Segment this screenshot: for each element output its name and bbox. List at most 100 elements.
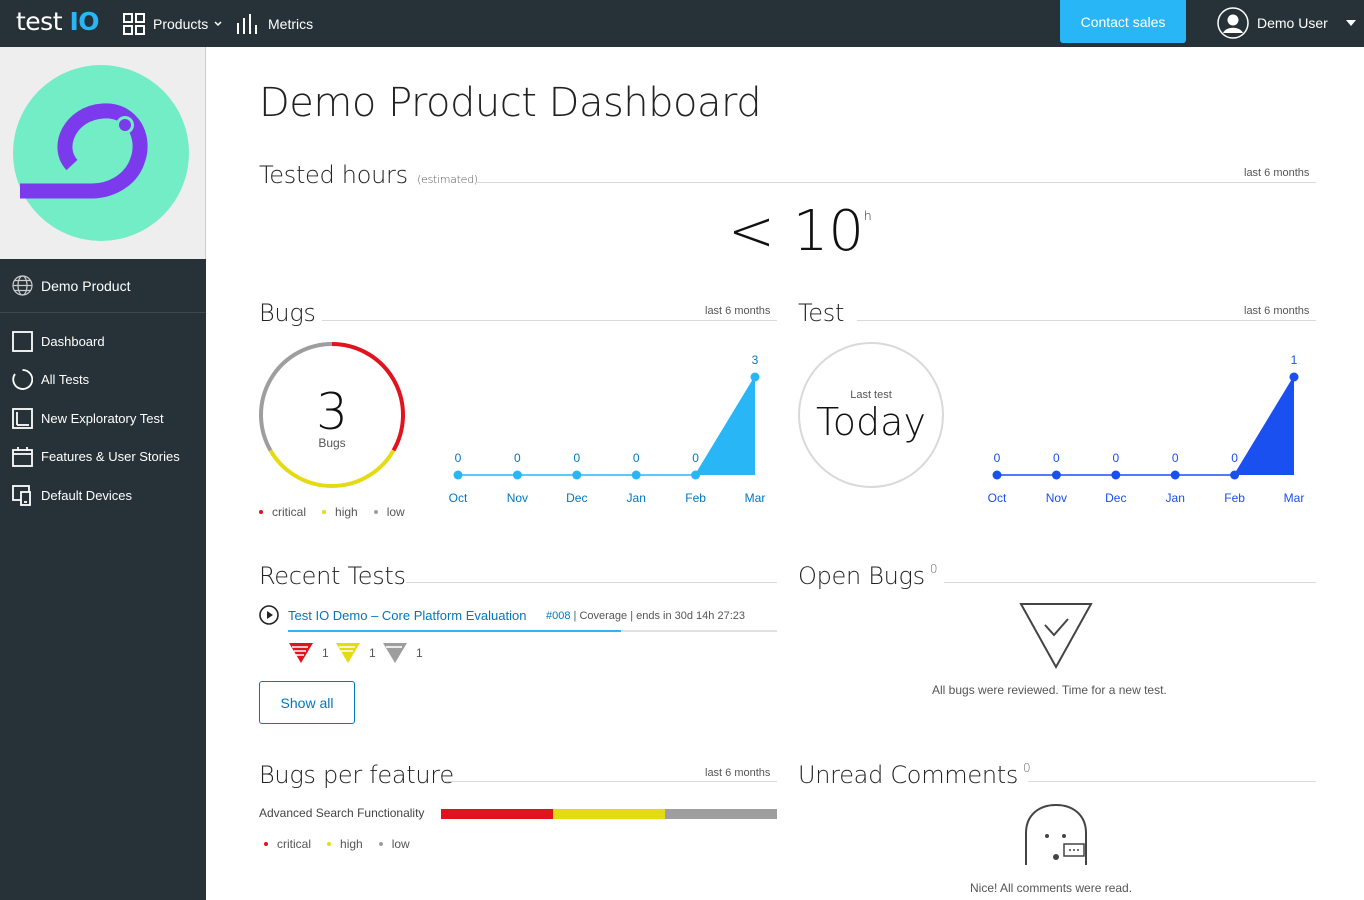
bugs-point-nov[interactable] [512,470,522,480]
main-content: Demo Product Dashboard Tested hours (est… [206,47,1364,900]
top-navbar: test IO Products Metrics Contact sales D… [0,0,1364,47]
unread-comments-title: Unread Comments 0 [798,761,1031,789]
test-tick-label: Nov [1046,491,1067,505]
sidebar-item-default-devices[interactable]: Default Devices [0,478,206,512]
severity-critical-count: 1 [288,642,329,664]
play-circle-icon[interactable] [259,605,279,625]
test-tick-label: Oct [988,491,1007,505]
sidebar-item-dashboard[interactable]: Dashboard [0,324,206,358]
test-id[interactable]: #008 [546,610,571,622]
bugs-tick-label: Jan [627,491,646,505]
bugs-point-feb[interactable] [691,470,701,480]
feature-bar-segment-high[interactable] [553,809,665,819]
product-selector[interactable]: Demo Product [0,259,206,313]
test-progress-fill [288,630,621,632]
user-menu[interactable]: Demo User [1217,5,1356,41]
divider [476,182,1316,183]
bugs-series-line [458,376,756,476]
feature-bar-segment-low[interactable] [665,809,777,819]
page-title: Demo Product Dashboard [259,80,762,126]
test-tick-label: Dec [1105,491,1126,505]
bugs-area [695,377,755,475]
bugs-tick-label: Nov [507,491,528,505]
donut-slice-high[interactable] [268,449,396,488]
bugs-point-mar[interactable] [750,372,760,382]
product-name: Demo Product [41,277,131,294]
caret-down-icon [1345,20,1356,26]
logo-text: test [16,7,63,36]
tested-hours-number: < 10 [728,199,864,264]
recent-tests-title: Recent Tests [259,562,406,590]
sidebar-item-features[interactable]: Features & User Stories [0,439,206,473]
devices-icon [11,484,33,506]
contact-sales-button[interactable]: Contact sales [1060,0,1186,43]
test-value-label: 0 [1053,451,1060,465]
sidebar: Demo Product Dashboard All Tests New Exp… [0,47,206,900]
globe-icon [12,275,33,296]
bugs-point-dec[interactable] [572,470,582,480]
divider [406,582,777,583]
test-point-jan[interactable] [1170,470,1180,480]
test-series-line [997,376,1295,476]
recent-test-link[interactable]: Test IO Demo – Core Platform Evaluation [288,608,527,623]
grid-icon [123,12,145,35]
test-period: last 6 months [1244,305,1310,317]
bugs-per-feature-legend: critical high low [264,837,410,851]
calendar-icon [11,445,33,467]
sidebar-item-label: Default Devices [41,487,133,503]
tested-hours-title-text: Tested hours [259,161,408,189]
bugs-title: Bugs [259,299,316,327]
product-logo [0,47,206,259]
test-value-label: 1 [1291,353,1298,367]
products-menu[interactable]: Products [123,0,223,47]
bugs-tick-label: Feb [685,491,706,505]
bugs-point-oct[interactable] [453,470,463,480]
legend-label: critical [272,505,307,519]
low-count: 1 [416,646,423,660]
high-severity-icon [336,643,360,663]
bugs-value-label: 0 [514,451,521,465]
test-point-nov[interactable] [1051,470,1061,480]
bugs-value-label: 0 [573,451,580,465]
divider [444,781,777,782]
open-bugs-count: 0 [929,562,938,576]
bugs-total-label: Bugs [318,436,345,450]
bugs-per-feature-title: Bugs per feature [259,761,454,789]
test-tick-label: Mar [1284,491,1305,505]
products-label: Products [153,15,209,32]
metrics-link[interactable]: Metrics [236,0,313,47]
exploratory-icon [11,407,33,429]
donut-slice-critical[interactable] [331,342,405,452]
test-point-dec[interactable] [1111,470,1121,480]
bugs-point-jan[interactable] [631,470,641,480]
checkmark-triangle-icon [1019,603,1093,669]
legend-low: low [378,837,410,851]
test-point-oct[interactable] [992,470,1002,480]
sidebar-item-label: All Tests [41,371,90,387]
donut-slice-low[interactable] [259,342,333,452]
tested-hours-period: last 6 months [1244,167,1310,179]
bugs-tick-label: Mar [745,491,766,505]
bugs-value-label: 0 [692,451,699,465]
test-point-feb[interactable] [1230,470,1240,480]
tested-hours-value: < 10h [728,199,872,264]
tested-hours-subtitle: (estimated) [417,173,478,186]
test-value-label: 0 [994,451,1001,465]
last-test-label: Last test [850,389,892,401]
test-point-mar[interactable] [1289,372,1299,382]
bugs-legend: critical high low [259,505,405,519]
sidebar-item-label: Features & User Stories [41,448,180,464]
legend-label: critical [277,837,312,851]
chevron-down-icon [214,20,222,26]
sidebar-item-all-tests[interactable]: All Tests [0,362,206,396]
show-all-button[interactable]: Show all [259,681,355,724]
user-name: Demo User [1257,15,1328,31]
metrics-label: Metrics [268,15,314,32]
sidebar-item-new-exploratory-test[interactable]: New Exploratory Test [0,401,206,435]
last-test-badge: Last test Today [798,342,944,488]
open-bugs-message: All bugs were reviewed. Time for a new t… [932,683,1167,697]
testio-logo[interactable]: test IO [16,7,100,36]
unread-comments-message: Nice! All comments were read. [970,881,1133,895]
feature-bar-segment-critical[interactable] [441,809,553,819]
test-value-label: 0 [1112,451,1119,465]
